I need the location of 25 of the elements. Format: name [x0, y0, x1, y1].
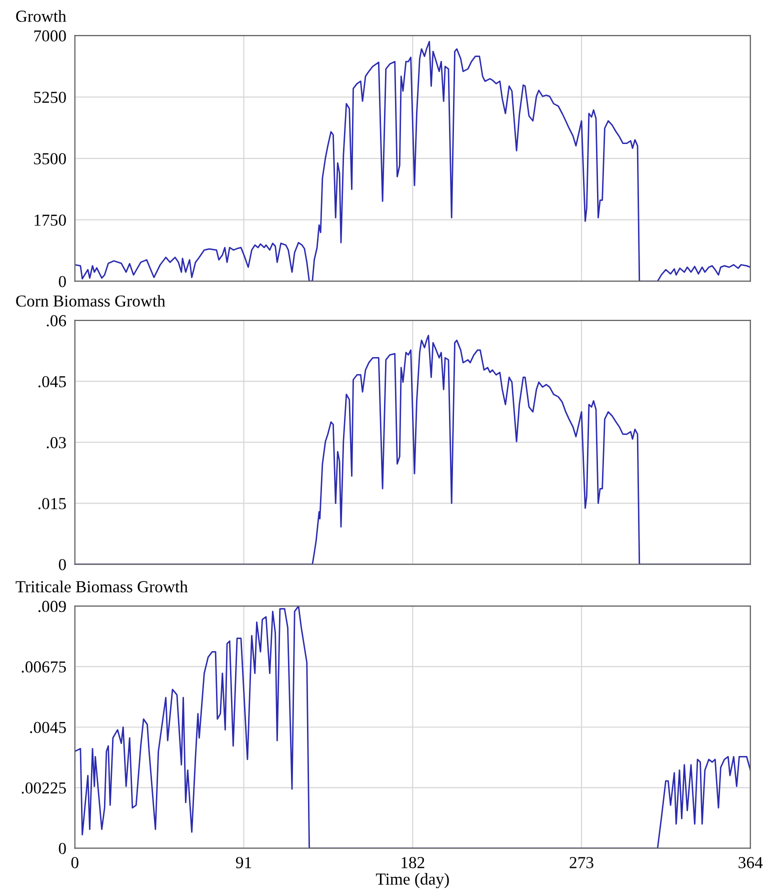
y-tick-label: 3500 — [34, 153, 66, 164]
y-tick-label: .00225 — [22, 782, 66, 794]
x-tick-label: 0 — [71, 856, 78, 868]
x-tick-label: 182 — [402, 856, 424, 868]
chart-title: Triticale Biomass Growth — [16, 580, 188, 592]
chart-title: Growth — [16, 10, 66, 22]
x-tick-label: 273 — [570, 857, 594, 868]
y-tick-label: 0 — [58, 842, 66, 854]
y-tick-label: 0 — [58, 558, 66, 570]
y-tick-label: 7000 — [34, 30, 66, 42]
y-tick-label: .00675 — [22, 661, 66, 673]
y-tick-label: .009 — [38, 600, 66, 612]
y-tick-label: 0 — [58, 276, 66, 288]
y-tick-label: 1750 — [34, 214, 66, 226]
y-tick-label: .015 — [38, 498, 66, 510]
y-tick-label: .03 — [46, 437, 66, 448]
x-axis-title: Time (day) — [376, 873, 449, 888]
x-tick-label: 364 — [738, 857, 763, 868]
y-tick-label: .06 — [46, 315, 66, 326]
y-tick-label: 5250 — [34, 92, 66, 103]
line-series — [74, 606, 750, 848]
y-tick-label: .0045 — [30, 722, 66, 734]
y-tick-label: .045 — [38, 376, 66, 388]
x-tick-label: 91 — [236, 857, 252, 868]
chart-title: Corn Biomass Growth — [16, 294, 166, 307]
